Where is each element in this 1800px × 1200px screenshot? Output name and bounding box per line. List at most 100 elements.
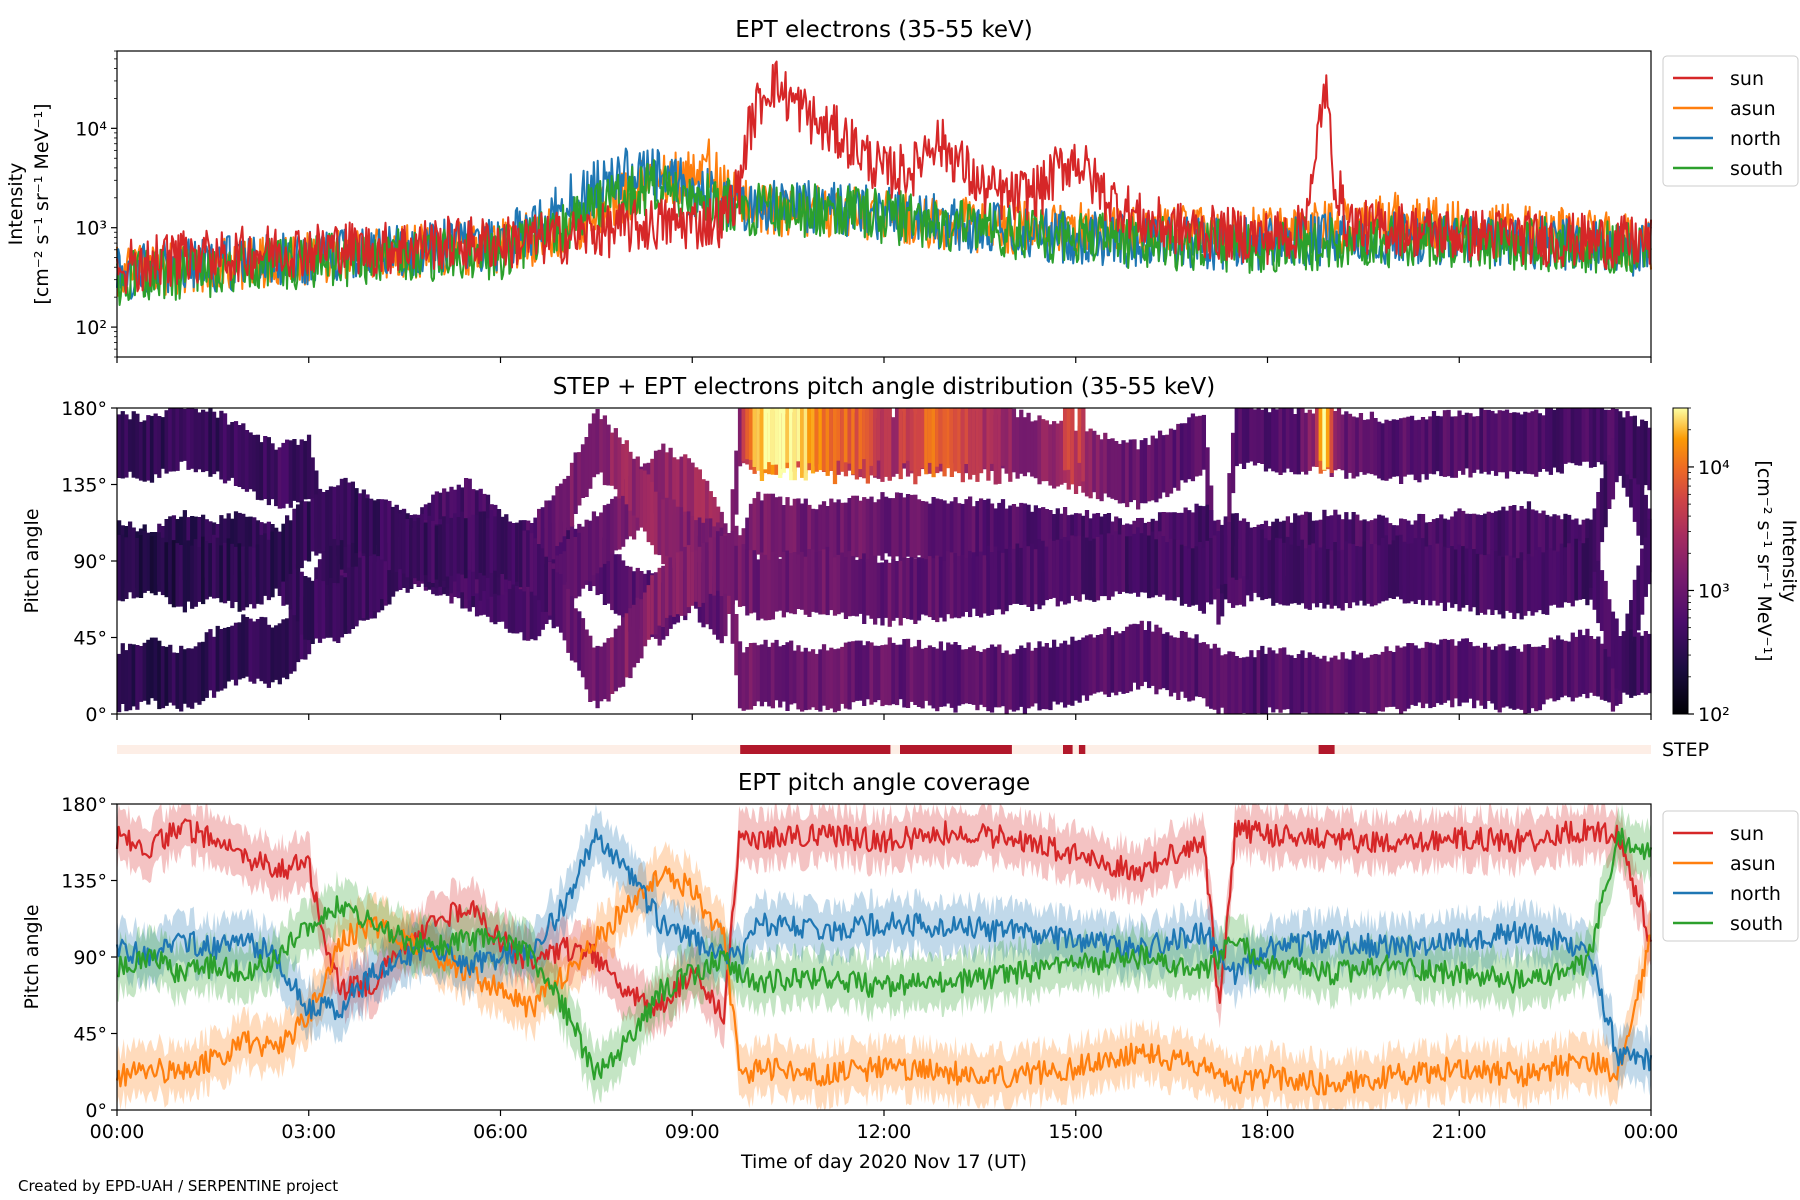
pad-cell xyxy=(759,500,765,562)
pad-cell xyxy=(285,515,290,581)
pad-cell xyxy=(752,550,757,613)
pad-cell xyxy=(1077,535,1082,602)
pad-cell xyxy=(1501,643,1506,708)
pad-cell xyxy=(412,521,418,579)
pad-cell xyxy=(1205,540,1210,603)
pad-cell xyxy=(840,502,845,562)
pad-cell xyxy=(153,637,158,701)
pad-cell xyxy=(715,581,721,640)
pad-cell xyxy=(1512,646,1517,710)
pad-cell xyxy=(916,557,922,621)
pad-cell xyxy=(179,408,184,462)
pad-cell xyxy=(219,629,224,691)
pad-cell-step xyxy=(1004,408,1009,474)
pad-cell-step xyxy=(741,408,746,461)
pad-ytick-label: 90° xyxy=(73,551,107,573)
pad-cell xyxy=(1234,408,1239,467)
pad-cell xyxy=(1161,435,1166,493)
pad-cell xyxy=(244,516,250,576)
pad-cell xyxy=(800,551,805,610)
pad-cell xyxy=(1603,461,1608,528)
pad-cell xyxy=(989,644,995,713)
pad-cell xyxy=(1563,408,1568,464)
pad-cell xyxy=(1125,626,1130,693)
pad-cell xyxy=(1314,408,1320,467)
pad-cell xyxy=(299,439,304,503)
pad-cell xyxy=(1256,526,1261,598)
pad-cell-step xyxy=(902,408,907,464)
pad-cell-step xyxy=(1077,408,1082,463)
pad-cell xyxy=(1453,549,1459,605)
pad-cell xyxy=(1541,645,1546,705)
footer-credit: Created by EPD-UAH / SERPENTINE project xyxy=(18,1177,338,1195)
pad-cell-step xyxy=(920,408,925,468)
pad-cell xyxy=(1223,519,1228,584)
pad-cell xyxy=(997,550,1002,610)
pad-cell xyxy=(1114,531,1119,592)
pad-cell xyxy=(1048,538,1053,599)
pad-cell xyxy=(1081,536,1086,595)
pad-cell xyxy=(1526,644,1532,714)
pad-cell xyxy=(1095,537,1101,601)
pad-cell xyxy=(1592,638,1597,696)
pad-cell xyxy=(369,548,374,612)
pad-cell xyxy=(376,502,381,557)
pad-cell xyxy=(825,546,830,616)
pad-cell xyxy=(1271,650,1276,713)
pad-cell xyxy=(1607,599,1612,657)
pad-cell xyxy=(814,552,819,613)
pad-cell xyxy=(175,408,180,471)
pad-cell xyxy=(358,557,363,621)
legend-label-north: north xyxy=(1730,128,1781,150)
pad-cell xyxy=(266,437,271,506)
pad-cell xyxy=(1073,640,1079,701)
pad-cell xyxy=(1092,637,1097,694)
pad-cell xyxy=(1304,412,1309,475)
pad-cell xyxy=(190,648,195,709)
pad-cell xyxy=(241,546,246,611)
pad-cell xyxy=(683,546,688,616)
pad-cell xyxy=(810,508,816,570)
pad-cell xyxy=(274,530,279,589)
pad-cell xyxy=(1552,550,1557,605)
pad-cell xyxy=(350,566,355,629)
pad-cell xyxy=(1523,560,1528,616)
pad-cell xyxy=(233,421,239,486)
pad-cell xyxy=(339,575,345,638)
pad-cell xyxy=(599,419,604,473)
pad-cell xyxy=(975,501,980,565)
pad-cell-step xyxy=(942,408,947,477)
pad-cell-step xyxy=(993,408,998,485)
pad-cell xyxy=(306,501,312,562)
pad-cell xyxy=(694,550,699,602)
pad-cell xyxy=(1515,648,1521,709)
pad-cell xyxy=(1084,635,1090,701)
pad-cell xyxy=(164,542,169,598)
step-interval xyxy=(740,745,891,754)
pad-cell xyxy=(1355,417,1360,477)
pad-cell xyxy=(460,511,465,575)
pad-cell xyxy=(1304,657,1309,713)
pad-cell xyxy=(1479,647,1484,706)
pad-cell xyxy=(1205,644,1210,707)
pad-cell xyxy=(1541,415,1546,469)
pad-cell xyxy=(1073,536,1079,601)
pad-cell xyxy=(1304,548,1309,609)
pad-cell xyxy=(1588,636,1594,693)
pad-cell xyxy=(1044,643,1049,710)
pad-cell xyxy=(325,490,330,553)
pad-cell xyxy=(1238,520,1243,579)
pad-cell xyxy=(1132,533,1137,593)
pad-cell xyxy=(197,547,202,602)
pad-cell xyxy=(657,567,662,626)
pad-cell xyxy=(1245,408,1250,463)
pad-cell xyxy=(120,643,125,704)
pad-cell xyxy=(1128,624,1133,692)
pad-cell xyxy=(1172,539,1177,601)
pad-cell xyxy=(244,548,250,608)
pad-cell xyxy=(1559,639,1564,698)
pad-panel-title: STEP + EPT electrons pitch angle distrib… xyxy=(553,374,1215,400)
pad-cell xyxy=(1252,527,1258,591)
pad-cell xyxy=(1168,538,1174,601)
pad-cell xyxy=(1307,652,1312,714)
